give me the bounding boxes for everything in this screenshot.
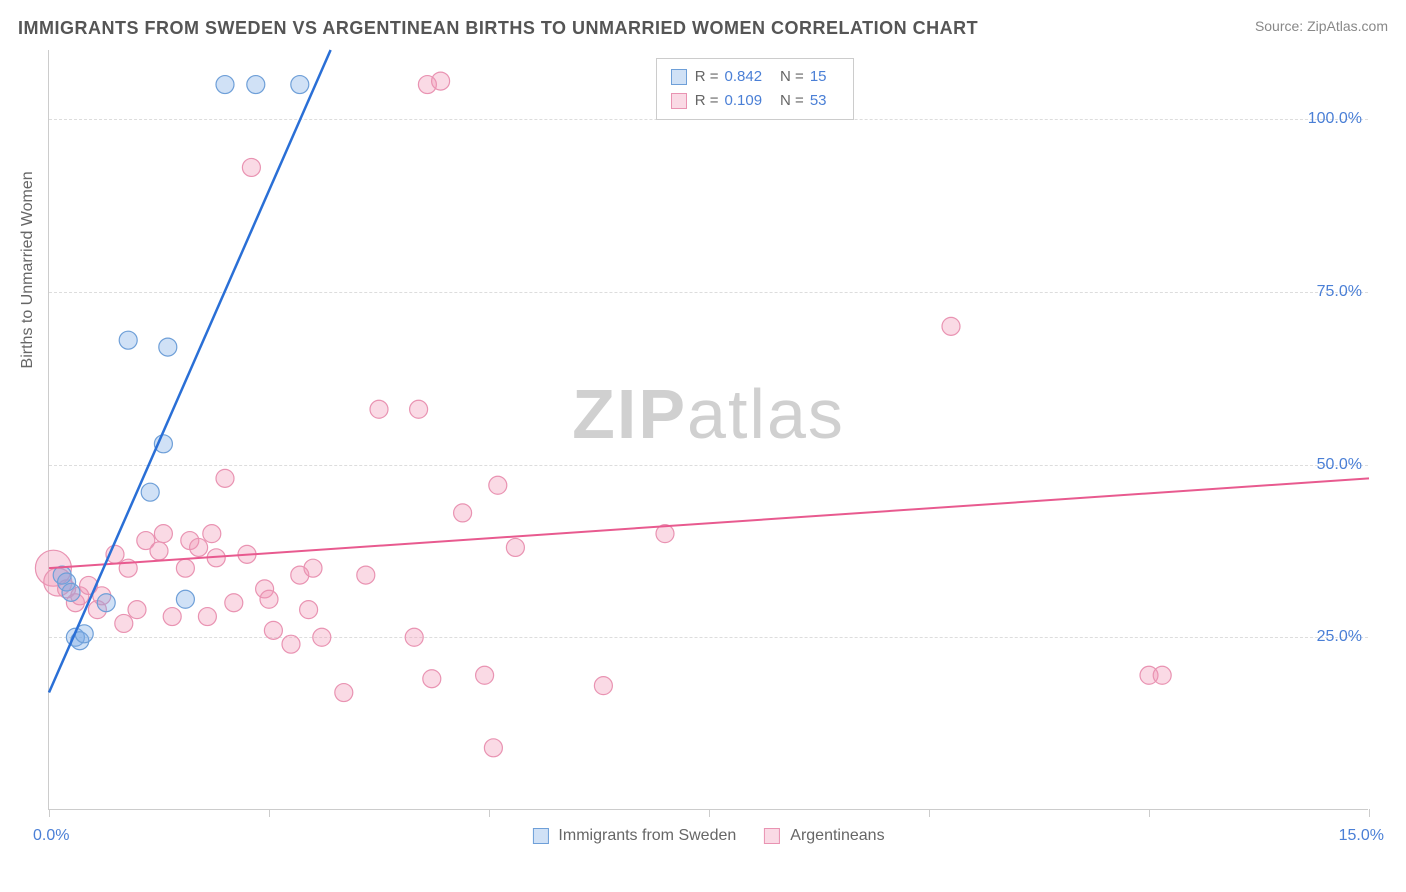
chart-title: IMMIGRANTS FROM SWEDEN VS ARGENTINEAN BI… [18, 18, 978, 39]
r-label: R = [695, 65, 719, 89]
swatch-sweden [671, 69, 687, 85]
n-value-sweden: 15 [810, 65, 827, 89]
scatter-plot [49, 50, 1368, 809]
x-axis-max-label: 15.0% [1339, 827, 1384, 845]
n-value-argentina: 53 [810, 89, 827, 113]
source-attribution: Source: ZipAtlas.com [1255, 18, 1388, 34]
swatch-sweden [532, 828, 548, 844]
r-value-sweden: 0.842 [725, 65, 763, 89]
n-label: N = [780, 65, 804, 89]
n-label: N = [780, 89, 804, 113]
legend-item-sweden: Immigrants from Sweden [532, 827, 736, 845]
legend-stats-row-argentina: R = 0.109 N = 53 [671, 89, 839, 113]
swatch-argentina [671, 93, 687, 109]
legend-bottom: Immigrants from Sweden Argentineans [532, 827, 884, 845]
chart-area: Births to Unmarried Women ZIPatlas 25.0%… [48, 50, 1368, 810]
legend-item-argentina: Argentineans [764, 827, 884, 845]
x-axis-min-label: 0.0% [33, 827, 69, 845]
header: IMMIGRANTS FROM SWEDEN VS ARGENTINEAN BI… [18, 18, 1388, 39]
y-axis-title: Births to Unmarried Women [19, 172, 37, 369]
r-label: R = [695, 89, 719, 113]
legend-stats: R = 0.842 N = 15 R = 0.109 N = 53 [656, 58, 854, 120]
r-value-argentina: 0.109 [725, 89, 763, 113]
legend-label-argentina: Argentineans [790, 827, 884, 845]
legend-stats-row-sweden: R = 0.842 N = 15 [671, 65, 839, 89]
swatch-argentina [764, 828, 780, 844]
legend-label-sweden: Immigrants from Sweden [558, 827, 736, 845]
